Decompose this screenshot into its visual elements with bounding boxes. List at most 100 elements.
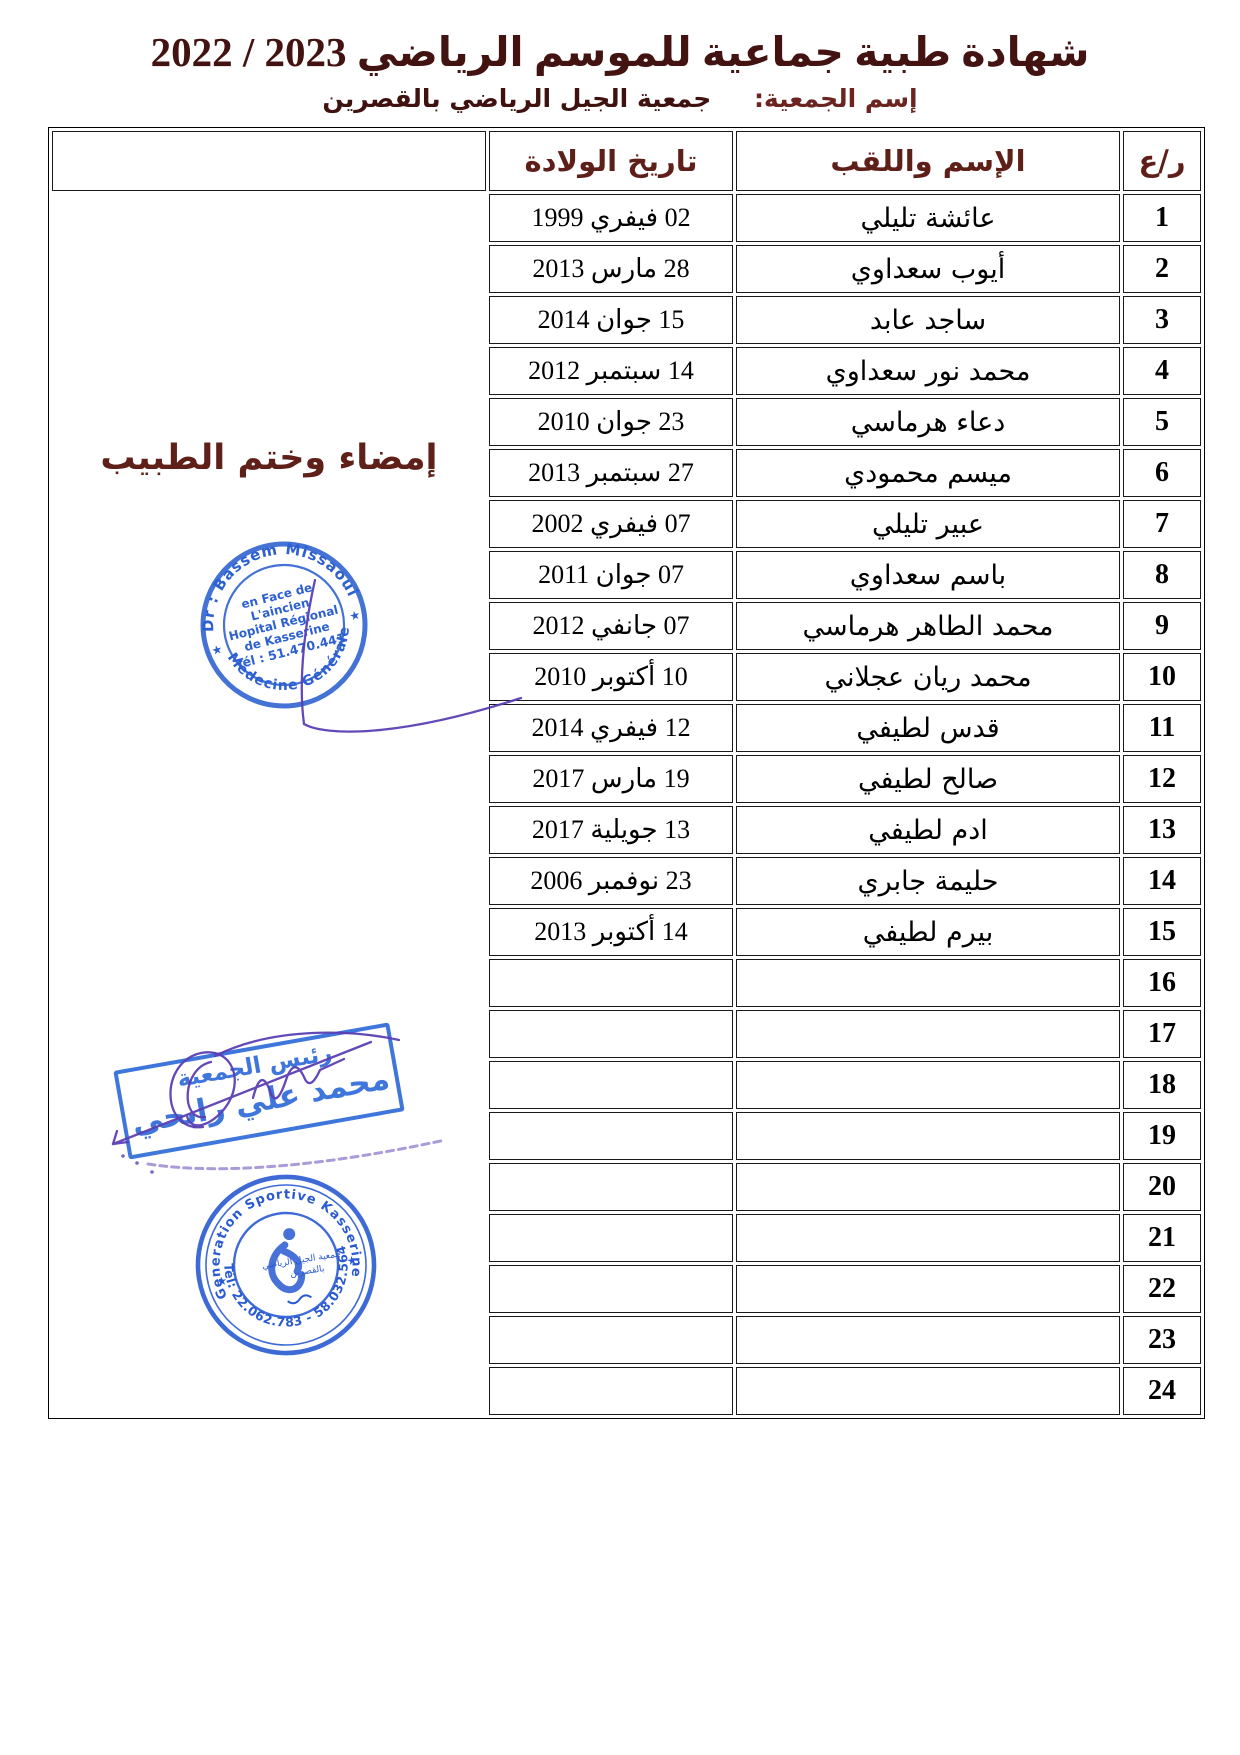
table-row: 10 محمد ريان عجلاني 10 أكتوبر 2010: [52, 653, 1201, 701]
num-cell: 5: [1123, 398, 1201, 446]
name-cell: ساجد عابد: [736, 296, 1120, 344]
name-cell: ادم لطيفي: [736, 806, 1120, 854]
table-row: 2 أيوب سعداوي 28 مارس 2013: [52, 245, 1201, 293]
doctor-stamp-star-left-icon: ★: [210, 642, 224, 658]
num-cell: 21: [1123, 1214, 1201, 1262]
num-cell: 7: [1123, 500, 1201, 548]
name-cell: [736, 1061, 1120, 1109]
name-cell: حليمة جابري: [736, 857, 1120, 905]
dob-cell: [489, 1214, 733, 1262]
col-header-index: ر/ع: [1123, 131, 1201, 191]
table-row: 20: [52, 1163, 1201, 1211]
president-rect-stamp: رئيس الجمعية محمد علي رابحي: [113, 1022, 405, 1160]
name-cell: [736, 1265, 1120, 1313]
table-head: ر/ع الإسم واللقب تاريخ الولادة إمضاء وخت…: [52, 131, 1201, 1356]
name-cell: [736, 1367, 1120, 1415]
name-cell: [736, 1112, 1120, 1160]
club-stamp-thin-ring: [205, 1184, 367, 1346]
dob-cell: 28 مارس 2013: [489, 245, 733, 293]
association-name: جمعية الجيل الرياضي بالقصرين: [322, 84, 712, 113]
num-cell: 19: [1123, 1112, 1201, 1160]
doctor-stamp-inner-ring: [222, 563, 346, 687]
signature-ink-dot: [121, 1154, 125, 1158]
doctor-round-stamp: Dr : Bassem Missaoui Médecine Générale e…: [182, 522, 368, 709]
name-cell: صالح لطيفي: [736, 755, 1120, 803]
dob-cell: 10 أكتوبر 2010: [489, 653, 733, 701]
num-cell: 24: [1123, 1367, 1201, 1415]
table-body: 1 عائشة تليلي 02 فيفري 1999 2 أيوب سعداوي 28 …: [52, 194, 1201, 1415]
dob-cell: 27 سبتمبر 2013: [489, 449, 733, 497]
num-cell: 20: [1123, 1163, 1201, 1211]
name-cell: عائشة تليلي: [736, 194, 1120, 242]
table-row: 8 باسم سعداوي 07 جوان 2011: [52, 551, 1201, 599]
name-cell: [736, 1214, 1120, 1262]
table-row: 4 محمد نور سعداوي 14 سبتمبر 2012: [52, 347, 1201, 395]
name-cell: بيرم لطيفي: [736, 908, 1120, 956]
num-cell: 2: [1123, 245, 1201, 293]
doctor-signature-label: إمضاء وختم الطبيب: [100, 438, 438, 478]
num-cell: 9: [1123, 602, 1201, 650]
dob-cell: 07 فيفري 2002: [489, 500, 733, 548]
club-round-stamp: Generation Sportive Kasserine Tél: 22.06…: [195, 1174, 377, 1356]
num-cell: 23: [1123, 1316, 1201, 1364]
num-cell: 14: [1123, 857, 1201, 905]
num-cell: 11: [1123, 704, 1201, 752]
club-stamp-outer-ring: [195, 1174, 377, 1356]
table-row: 1 عائشة تليلي 02 فيفري 1999: [52, 194, 1201, 242]
num-cell: 3: [1123, 296, 1201, 344]
dob-cell: 14 سبتمبر 2012: [489, 347, 733, 395]
table-row: 5 دعاء هرماسي 23 جوان 2010: [52, 398, 1201, 446]
num-cell: 22: [1123, 1265, 1201, 1313]
dob-cell: 23 نوفمبر 2006: [489, 857, 733, 905]
table-row: 24: [52, 1367, 1201, 1415]
num-cell: 4: [1123, 347, 1201, 395]
dob-cell: [489, 1112, 733, 1160]
dob-cell: 02 فيفري 1999: [489, 194, 733, 242]
table-row: 6 ميسم محمودي 27 سبتمبر 2013: [52, 449, 1201, 497]
dob-cell: 19 مارس 2017: [489, 755, 733, 803]
table-row: 18: [52, 1061, 1201, 1109]
name-cell: قدس لطيفي: [736, 704, 1120, 752]
name-cell: محمد الطاهر هرماسي: [736, 602, 1120, 650]
name-cell: [736, 959, 1120, 1007]
num-cell: 13: [1123, 806, 1201, 854]
num-cell: 1: [1123, 194, 1201, 242]
page-title: شهادة طبية جماعية للموسم الرياضي 2023 / …: [150, 29, 1090, 75]
table-row: 13 ادم لطيفي 13 جويلية 2017: [52, 806, 1201, 854]
association-line: إسم الجمعية: جمعية الجيل الرياضي بالقصري…: [0, 84, 1240, 113]
dob-cell: 23 جوان 2010: [489, 398, 733, 446]
name-cell: محمد نور سعداوي: [736, 347, 1120, 395]
table-row: 22: [52, 1265, 1201, 1313]
num-cell: 15: [1123, 908, 1201, 956]
table-row: 3 ساجد عابد 15 جوان 2014: [52, 296, 1201, 344]
club-stamp-underline-squiggle: [287, 1294, 312, 1305]
table-row: 23: [52, 1316, 1201, 1364]
athlete-figure-icon: [268, 1228, 306, 1294]
players-table: ر/ع الإسم واللقب تاريخ الولادة إمضاء وخت…: [48, 127, 1205, 1419]
dob-cell: [489, 1163, 733, 1211]
name-cell: محمد ريان عجلاني: [736, 653, 1120, 701]
table-row: 17: [52, 1010, 1201, 1058]
dob-cell: 12 فيفري 2014: [489, 704, 733, 752]
dob-cell: 15 جوان 2014: [489, 296, 733, 344]
dob-cell: [489, 1316, 733, 1364]
col-header-dob-label: تاريخ الولادة: [524, 144, 698, 178]
num-cell: 10: [1123, 653, 1201, 701]
table-row: 7 عبير تليلي 07 فيفري 2002: [52, 500, 1201, 548]
name-cell: [736, 1163, 1120, 1211]
signature-ink-dot: [135, 1161, 139, 1165]
name-cell: عبير تليلي: [736, 500, 1120, 548]
signature-area: إمضاء وختم الطبيب: [53, 132, 523, 1356]
table-row: 12 صالح لطيفي 19 مارس 2017: [52, 755, 1201, 803]
association-label: إسم الجمعية:: [753, 84, 918, 113]
table-row: 21: [52, 1214, 1201, 1262]
table-row: 16: [52, 959, 1201, 1007]
name-cell: [736, 1010, 1120, 1058]
dob-cell: 14 أكتوبر 2013: [489, 908, 733, 956]
doctor-signature-cell: إمضاء وختم الطبيب: [52, 131, 523, 1356]
name-cell: دعاء هرماسي: [736, 398, 1120, 446]
table-row: 14 حليمة جابري 23 نوفمبر 2006: [52, 857, 1201, 905]
dob-cell: [489, 1061, 733, 1109]
col-header-name: الإسم واللقب: [736, 131, 1120, 191]
